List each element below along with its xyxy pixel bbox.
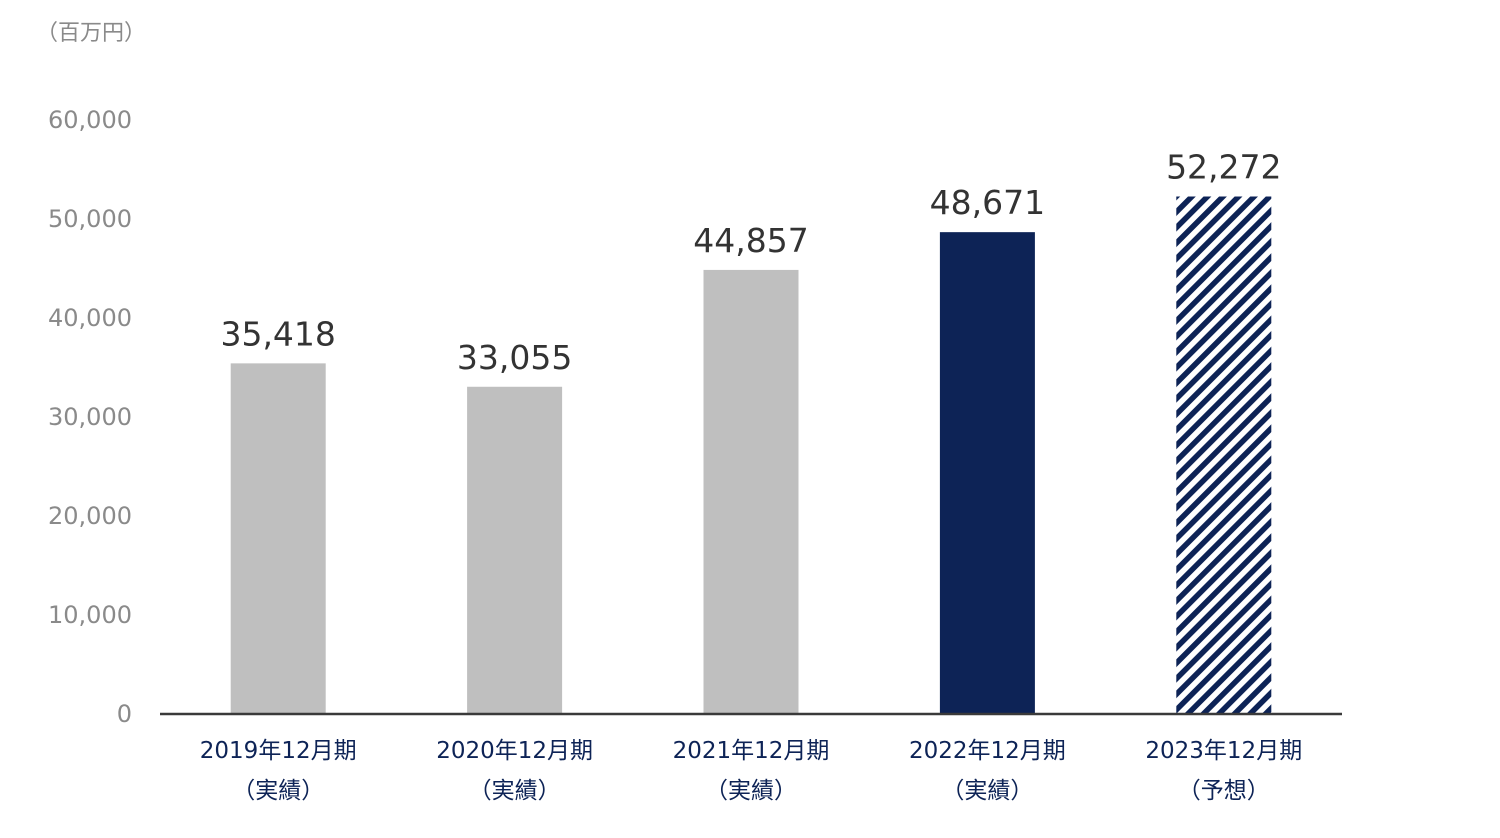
value-label: 35,418 [220, 314, 335, 353]
value-label: 33,055 [457, 338, 572, 377]
category-type-label: （実績） [705, 778, 797, 804]
y-tick-label: 20,000 [48, 502, 132, 530]
category-labels: 2019年12月期 （実績） 2020年12月期 （実績） 2021年12月期 （実績） 2… [200, 738, 1302, 804]
bar-5 [1176, 196, 1272, 714]
bar-2 [467, 386, 563, 714]
y-tick-label: 10,000 [48, 601, 132, 629]
bar-1 [230, 363, 326, 714]
y-axis-unit-label: （百万円） [36, 21, 146, 46]
value-label: 44,857 [693, 221, 808, 260]
y-tick-label: 30,000 [48, 403, 132, 431]
value-label: 48,671 [930, 183, 1045, 222]
category-type-label: （実績） [232, 778, 324, 804]
y-tick-label: 40,000 [48, 304, 132, 332]
category-period-label: 2019年12月期 [200, 738, 357, 764]
y-tick-label: 60,000 [48, 106, 132, 134]
category-type-label: （実績） [469, 778, 561, 804]
category-type-label: （実績） [941, 778, 1033, 804]
category-period-label: 2023年12月期 [1145, 738, 1302, 764]
bars [230, 196, 1272, 714]
bar-3 [703, 269, 799, 714]
bar-4 [939, 232, 1035, 714]
category-period-label: 2020年12月期 [436, 738, 593, 764]
category-period-label: 2022年12月期 [909, 738, 1066, 764]
y-axis-ticks: 0 10,000 20,000 30,000 40,000 50,000 60,000 [48, 106, 132, 728]
value-label: 52,272 [1166, 148, 1281, 187]
y-tick-label: 0 [117, 700, 132, 728]
category-period-label: 2021年12月期 [673, 738, 830, 764]
category-type-label: （予想） [1178, 778, 1270, 804]
value-labels: 35,418 33,055 44,857 48,671 52,272 [220, 148, 1281, 377]
y-tick-label: 50,000 [48, 205, 132, 233]
